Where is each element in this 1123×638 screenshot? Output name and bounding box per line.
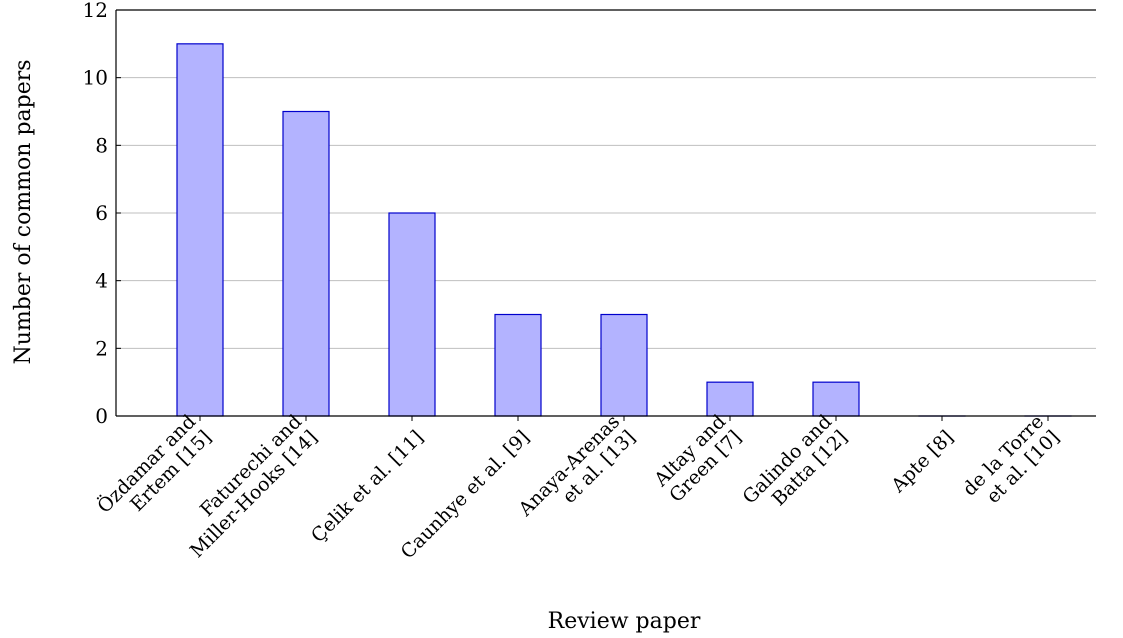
- axes: [115, 9, 1096, 421]
- bar: [282, 110, 330, 417]
- y-tick-label: 4: [95, 269, 108, 293]
- x-tick-label-text: Apte [8]: [887, 426, 958, 497]
- x-tick-labels: Özdamar andErtem [15]Faturechi andMiller…: [93, 410, 1064, 563]
- x-tick-label-line: Çelik et al. [11]: [307, 426, 428, 547]
- y-axis-title: Number of common papers: [11, 59, 36, 364]
- x-tick-label-text: Galindo andBatta [12]: [738, 411, 851, 524]
- x-tick-label: Apte [8]: [887, 426, 958, 497]
- x-tick-label-text: de la Torreet al. [10]: [958, 411, 1063, 516]
- y-tick-label: 0: [95, 404, 108, 428]
- x-tick-label-text: Özdamar andErtem [15]: [93, 410, 216, 533]
- x-tick-label-text: Çelik et al. [11]: [307, 426, 428, 547]
- bar: [600, 313, 648, 417]
- bar: [494, 313, 542, 417]
- y-tick-label: 12: [83, 0, 108, 22]
- x-tick-label-line: Apte [8]: [887, 426, 958, 497]
- x-tick-label: Anaya-Arenaset al. [13]: [514, 411, 640, 537]
- x-tick-label: Özdamar andErtem [15]: [93, 410, 216, 533]
- x-tick-label-text: Altay andGreen [7]: [649, 411, 745, 507]
- bar: [812, 381, 860, 417]
- x-tick-label: Çelik et al. [11]: [307, 426, 428, 547]
- y-tick-label: 8: [95, 133, 108, 157]
- y-tick-label: 2: [95, 336, 108, 360]
- x-tick-label-text: Anaya-Arenaset al. [13]: [514, 411, 640, 537]
- x-tick-label: de la Torreet al. [10]: [958, 411, 1063, 516]
- bars: [176, 43, 1072, 417]
- y-tick-label: 6: [95, 201, 108, 225]
- x-tick-label: Galindo andBatta [12]: [738, 411, 851, 524]
- x-tick-label: Altay andGreen [7]: [649, 411, 745, 507]
- bar: [388, 212, 436, 417]
- grid-lines: [116, 9, 1096, 349]
- bar: [176, 43, 224, 417]
- y-tick-labels: 0 2 4 6 8 10 12: [83, 0, 108, 428]
- y-tick-label: 10: [83, 66, 108, 90]
- x-axis-title: Review paper: [548, 609, 701, 634]
